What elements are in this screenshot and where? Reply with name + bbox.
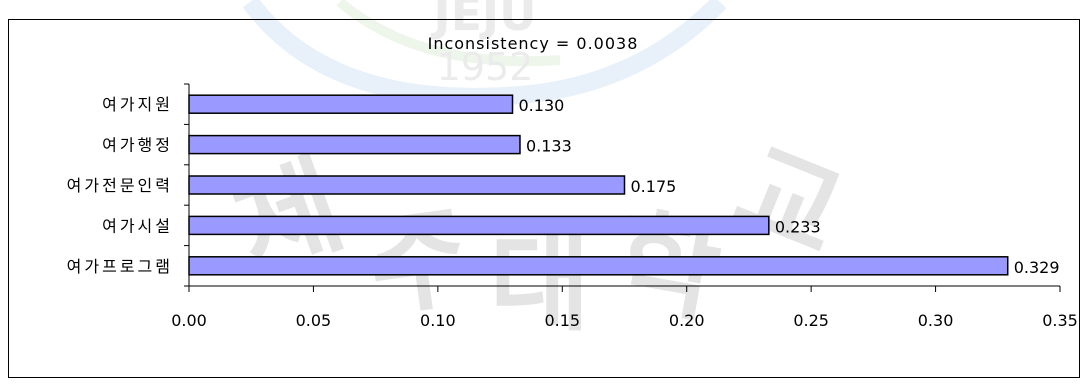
bar (188, 94, 514, 114)
x-tick-label: 0.10 (420, 311, 456, 330)
data-label: 0.133 (526, 137, 572, 156)
bar (188, 175, 626, 195)
x-tick-label: 0.15 (544, 311, 580, 330)
x-tick-label: 0.30 (918, 311, 954, 330)
watermark-text-year: 1952 (437, 45, 534, 89)
data-label: 0.233 (775, 217, 821, 236)
category-label: 여가전문인력 (67, 176, 173, 195)
watermark-char-3: 대 (489, 218, 590, 346)
category-label: 여가시설 (102, 216, 173, 235)
x-tick-label: 0.00 (171, 311, 207, 330)
watermark-arc-green (336, 0, 561, 67)
chart-frame (8, 19, 1080, 378)
bar (188, 134, 521, 155)
data-label: 0.175 (631, 177, 677, 196)
plot-area: 0.00 0.05 0.10 0.15 0.20 0.25 0.30 0.35 여가지원 0.13… (67, 83, 1078, 330)
x-tick-label: 0.35 (1042, 311, 1078, 330)
watermark-arc-blue (242, 0, 727, 106)
bar (188, 256, 1009, 276)
x-tick-label: 0.05 (296, 311, 332, 330)
category-label: 여가행정 (102, 136, 173, 155)
x-tick-label: 0.25 (793, 311, 829, 330)
data-label: 0.329 (1014, 258, 1060, 277)
chart-title: Inconsistency = 0.0038 (428, 34, 639, 53)
x-tick-label: 0.20 (669, 311, 705, 330)
data-label: 0.130 (519, 96, 565, 115)
bar (188, 215, 770, 236)
category-label: 여가지원 (102, 95, 173, 114)
category-label: 여가프로그램 (67, 257, 173, 276)
watermark-text-top: JEJU (430, 0, 536, 41)
